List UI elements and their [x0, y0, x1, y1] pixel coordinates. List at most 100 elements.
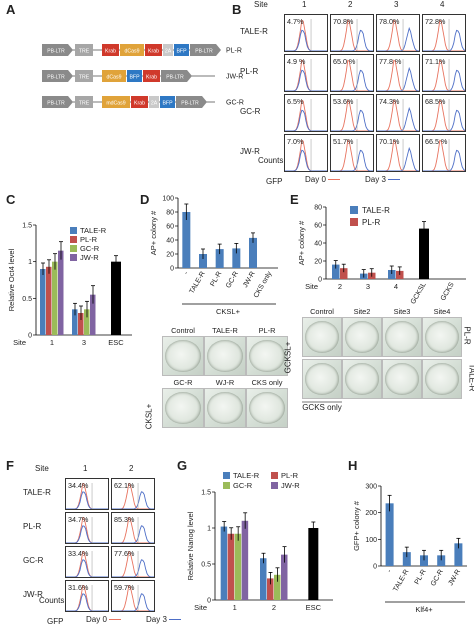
- legend-swatch: [70, 245, 77, 252]
- construct-part-label: PB-LTR: [47, 74, 65, 80]
- flow-histogram: 71.1%: [422, 54, 466, 92]
- legend-label: JW-R: [281, 481, 300, 490]
- plate-row-label: PL-R: [463, 326, 472, 344]
- colony-plate-image: PL-R: [246, 336, 288, 376]
- day3-curve: [331, 110, 373, 131]
- y-tick-label: 40: [314, 241, 322, 248]
- gfp-percentage: 6.5%: [287, 97, 303, 106]
- construct-part-label: PB-LTR: [47, 48, 65, 54]
- x-tick-label: GC-R: [430, 569, 445, 588]
- construct-part-label: dCas9: [107, 74, 122, 80]
- flow-histogram: 66.5 %: [422, 134, 466, 172]
- y-tick-label: 60: [166, 224, 174, 231]
- x-tick-label: PL-R: [209, 271, 223, 288]
- culture-dish: [425, 321, 458, 353]
- site-column-label: 4: [440, 0, 444, 9]
- culture-dish: [165, 340, 200, 372]
- day3-curve: [112, 560, 154, 577]
- y-tick-label: 40: [166, 238, 174, 245]
- culture-dish: [249, 340, 284, 372]
- gfp-percentage: 4.9 %: [287, 57, 305, 66]
- day3-curve: [112, 526, 154, 543]
- legend-swatch: [223, 472, 230, 479]
- histogram-legend-item: Day 3: [365, 175, 400, 184]
- culture-dish: [249, 392, 284, 424]
- colony-plate-image: [302, 359, 342, 399]
- flow-histogram: 74.3%: [376, 94, 420, 132]
- x-tick-label: GC-R: [225, 271, 240, 290]
- bar-gcksl: [419, 229, 429, 279]
- x-tick-label: 4: [394, 282, 398, 291]
- legend-text: Day 0: [305, 175, 328, 184]
- y-tick-label: 0: [28, 333, 32, 340]
- legend-swatch: [350, 206, 358, 214]
- x-tick-label: 3: [82, 338, 86, 347]
- colony-plate-image: [422, 359, 462, 399]
- construct-part-label: 2A: [165, 48, 172, 54]
- y-tick-label: 20: [314, 259, 322, 266]
- gfp-axis-label: GFP: [47, 617, 63, 626]
- legend-label: GC-R: [233, 481, 253, 490]
- colony-plate-image: Site3: [382, 317, 422, 357]
- gfp-percentage: 85.3%: [114, 515, 134, 524]
- bar-pl-r: [228, 534, 235, 600]
- gfp-percentage: 74.3%: [379, 97, 399, 106]
- day3-curve: [377, 28, 419, 51]
- x-tick-label: ESC: [306, 603, 322, 612]
- y-tick-label: 80: [314, 205, 322, 212]
- legend-line: [328, 179, 340, 180]
- day3-curve: [423, 110, 465, 131]
- flow-histogram: 34.7%: [65, 512, 109, 544]
- y-tick-label: 1.5: [201, 490, 211, 497]
- day3-curve: [423, 70, 465, 91]
- flow-histogram: 34.4%: [65, 478, 109, 510]
- y-tick-label: 0: [170, 266, 174, 273]
- gfp-percentage: 66.5 %: [425, 137, 447, 146]
- y-tick-label: 100: [162, 196, 174, 203]
- legend-swatch: [70, 236, 77, 243]
- x-tick-label: JW-R: [242, 271, 257, 290]
- legend-label: PL-R: [281, 471, 299, 480]
- site-label: Site: [35, 464, 49, 473]
- colony-plate-image: WJ-R: [204, 388, 246, 428]
- flow-histogram: 7.0%: [284, 134, 328, 172]
- colony-plate-image: Site4: [422, 317, 462, 357]
- day3-curve: [377, 68, 419, 91]
- day3-curve: [285, 70, 327, 91]
- culture-dish: [305, 363, 338, 395]
- flow-histogram: 4.9 %: [284, 54, 328, 92]
- flow-histogram: 51.7%: [330, 134, 374, 172]
- x-tick-label: 3: [366, 282, 370, 291]
- legend-label: PL-R: [362, 218, 380, 227]
- y-tick-label: 80: [166, 210, 174, 217]
- gfp-percentage: 77.6%: [114, 549, 134, 558]
- construct-part-label: TRE: [79, 100, 90, 106]
- plate-label: Site3: [383, 307, 421, 316]
- x-tick-label: 2: [338, 282, 342, 291]
- counts-axis-label: Counts: [39, 596, 64, 605]
- day3-curve: [66, 492, 108, 509]
- legend-swatch: [350, 218, 358, 226]
- flow-histogram: 85.3%: [111, 512, 155, 544]
- gfp-percentage: 31.6%: [68, 583, 88, 592]
- culture-dish: [345, 321, 378, 353]
- plate-label: Control: [303, 307, 341, 316]
- flow-histogram: 33.4%: [65, 546, 109, 578]
- site-label: Site: [254, 0, 268, 9]
- legend-swatch: [223, 482, 230, 489]
- gfp-percentage: 72.8%: [425, 17, 445, 26]
- y-tick-label: 100: [365, 537, 377, 544]
- day3-curve: [331, 150, 373, 171]
- bar-tale-r: [260, 558, 267, 600]
- day3-curve: [331, 70, 373, 91]
- colony-plate-image: Site2: [342, 317, 382, 357]
- construct-part-label: Krab: [134, 100, 145, 106]
